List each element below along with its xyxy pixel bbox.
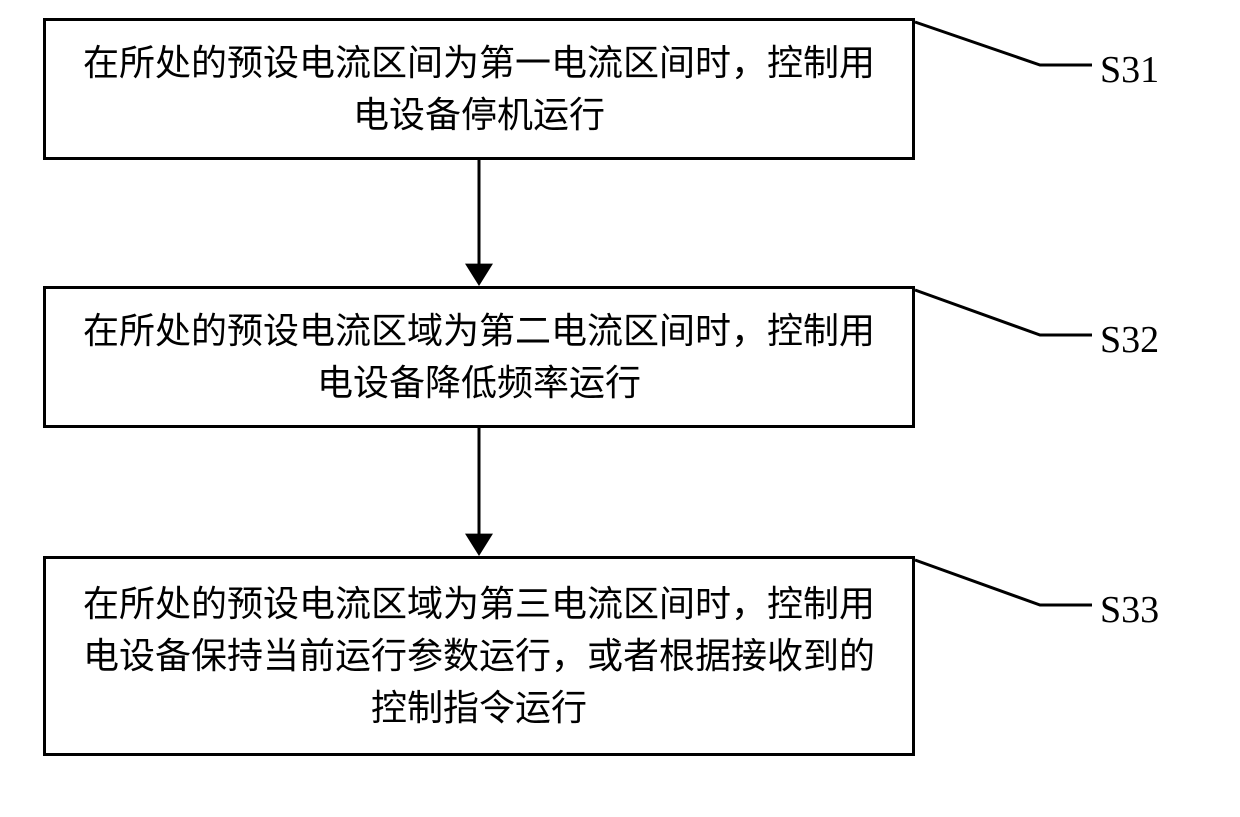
flow-node-text: 在所处的预设电流区域为第二电流区间时，控制用电设备降低频率运行 bbox=[66, 305, 892, 409]
step-label-s32: S32 bbox=[1100, 318, 1159, 362]
arrow-head-0 bbox=[465, 264, 493, 286]
flow-node-text: 在所处的预设电流区域为第三电流区间时，控制用电设备保持当前运行参数运行，或者根据… bbox=[66, 578, 892, 735]
flow-node-s32: 在所处的预设电流区域为第二电流区间时，控制用电设备降低频率运行 bbox=[43, 286, 915, 428]
leader-line-0 bbox=[915, 22, 1092, 65]
leader-line-1 bbox=[915, 290, 1092, 335]
leader-line-2 bbox=[915, 560, 1092, 605]
step-label-s33: S33 bbox=[1100, 588, 1159, 632]
arrow-head-1 bbox=[465, 534, 493, 556]
flow-node-s31: 在所处的预设电流区间为第一电流区间时，控制用电设备停机运行 bbox=[43, 18, 915, 160]
step-label-s31: S31 bbox=[1100, 48, 1159, 92]
flow-node-text: 在所处的预设电流区间为第一电流区间时，控制用电设备停机运行 bbox=[66, 37, 892, 141]
flow-node-s33: 在所处的预设电流区域为第三电流区间时，控制用电设备保持当前运行参数运行，或者根据… bbox=[43, 556, 915, 756]
